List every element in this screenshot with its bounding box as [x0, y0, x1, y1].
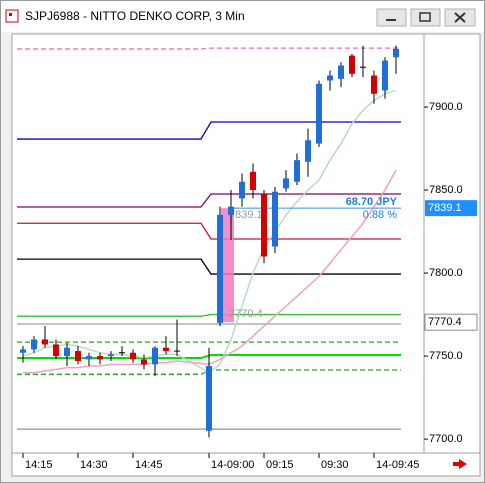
- measure-to-label: 7839.1: [229, 209, 263, 221]
- candle-body: [130, 352, 136, 360]
- x-tick-label: 14:45: [135, 459, 163, 471]
- candle-body: [382, 60, 388, 91]
- app-icon-dot: [9, 13, 12, 16]
- candle-body: [250, 171, 256, 191]
- chart-frame: [11, 33, 481, 477]
- candle-body: [294, 160, 300, 182]
- maximize-button[interactable]: [410, 8, 441, 27]
- candle-body: [393, 48, 399, 58]
- level-line: [17, 258, 401, 275]
- y-tick-label: 7900.0: [429, 101, 463, 113]
- candle-body: [217, 214, 223, 323]
- candle-body: [108, 354, 114, 357]
- candle-body: [371, 75, 377, 94]
- level-line: [17, 354, 401, 360]
- candle-body: [305, 140, 311, 162]
- candle-body: [163, 347, 169, 352]
- level-line: [17, 222, 401, 240]
- x-tick-label: 14-09:45: [376, 459, 419, 471]
- level-line: [17, 369, 401, 375]
- candle-body: [152, 347, 158, 365]
- candle-body: [53, 344, 59, 357]
- candle-body: [206, 366, 212, 431]
- candle-body: [97, 356, 103, 360]
- minimize-button[interactable]: [376, 8, 407, 27]
- y-tick-label: 7750.0: [429, 350, 463, 362]
- level-line: [17, 193, 401, 208]
- candle-body: [141, 359, 147, 365]
- candle-body: [349, 55, 355, 74]
- candle-body: [283, 178, 289, 189]
- x-tick-label: 14:15: [25, 459, 53, 471]
- price-marker: 7839.1: [428, 202, 462, 214]
- candle-body: [338, 65, 344, 79]
- measure-from-label: 7770.4: [229, 308, 263, 320]
- price-marker-box: [425, 200, 477, 217]
- candle-body: [86, 356, 92, 360]
- y-tick-label: 7800.0: [429, 267, 463, 279]
- candle-body: [20, 349, 26, 353]
- candle-body: [272, 191, 278, 247]
- candle-body: [316, 83, 322, 144]
- candle-body: [75, 351, 81, 362]
- level-line: [17, 47, 401, 50]
- candle-body: [31, 339, 37, 350]
- candle-body: [64, 347, 70, 357]
- moving-average: [23, 169, 397, 374]
- price-marker: 7770.4: [428, 316, 462, 328]
- window-title: SJPJ6988 - NITTO DENKO CORP, 3 Min: [25, 9, 245, 23]
- plot: 7700.0 7750.0 7800.0 7850.0 7900.0 14:15 14:30…: [17, 45, 478, 471]
- level-line: [17, 121, 401, 140]
- y-tick-label: 7850.0: [429, 184, 463, 196]
- scroll-arrow[interactable]: [453, 459, 467, 469]
- x-tick-label: 14:30: [80, 459, 108, 471]
- candle-body: [239, 181, 245, 199]
- level-line: [17, 313, 401, 317]
- candle-body: [327, 75, 333, 81]
- percent-label: 0.88 %: [363, 209, 397, 221]
- close-button[interactable]: [444, 8, 476, 27]
- x-tick-label: 09:15: [266, 459, 294, 471]
- y-tick-label: 7700.0: [429, 433, 463, 445]
- change-label: 68.70 JPY: [346, 196, 398, 208]
- candle-body: [228, 206, 234, 215]
- candle-body: [42, 339, 48, 345]
- candle-body: [261, 193, 267, 257]
- price-marker-box: [424, 313, 478, 331]
- x-tick-label: 09:30: [321, 459, 349, 471]
- moving-average: [22, 89, 397, 374]
- x-tick-label: 14-09:00: [211, 459, 254, 471]
